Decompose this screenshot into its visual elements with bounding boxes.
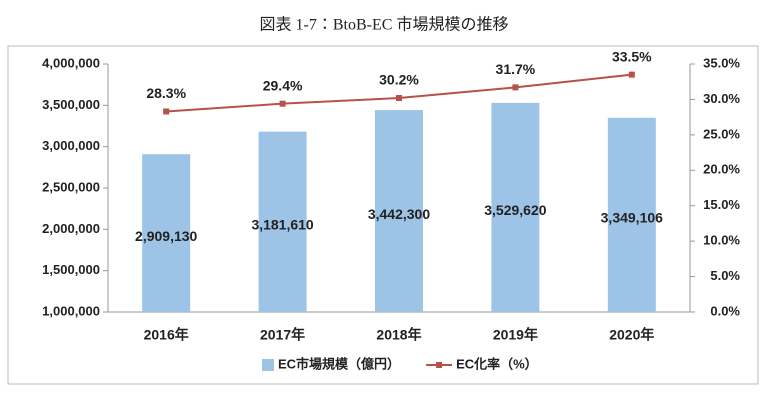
y2-tick-label: 0.0%: [710, 303, 740, 318]
legend-label: EC化率（%）: [456, 356, 538, 371]
line-marker: [279, 100, 286, 107]
y2-tick-label: 20.0%: [703, 162, 740, 177]
x-tick-label: 2016年: [144, 327, 189, 343]
bar: [142, 154, 191, 312]
y-tick-label: 4,000,000: [42, 55, 100, 70]
y-tick-label: 3,500,000: [42, 97, 100, 112]
x-tick-label: 2018年: [376, 327, 421, 343]
line-value-label: 33.5%: [612, 48, 652, 64]
line-value-label: 29.4%: [263, 77, 303, 93]
line-marker: [396, 95, 402, 102]
y2-tick-label: 5.0%: [710, 268, 740, 283]
y2-tick-label: 10.0%: [703, 233, 740, 248]
chart-frame: [7, 45, 759, 385]
y2-tick-label: 35.0%: [703, 55, 740, 70]
y-tick-label: 1,500,000: [42, 262, 100, 277]
x-tick-label: 2019年: [493, 327, 538, 343]
x-tick-label: 2017年: [260, 327, 305, 343]
legend-swatch: [262, 359, 274, 371]
x-tick-label: 2020年: [609, 327, 654, 343]
y-tick-label: 2,500,000: [42, 179, 100, 194]
y-tick-label: 2,000,000: [42, 221, 100, 236]
y-tick-label: 3,000,000: [42, 138, 100, 153]
bar-value-label: 3,442,300: [368, 206, 430, 222]
bar: [607, 117, 656, 312]
y-tick-label: 1,000,000: [42, 303, 100, 318]
bar: [258, 131, 307, 312]
bar-value-label: 3,529,620: [484, 202, 546, 218]
bar-value-label: 2,909,130: [135, 228, 197, 244]
bar: [375, 110, 423, 312]
y2-tick-label: 30.0%: [703, 91, 740, 106]
bar-value-label: 3,181,610: [251, 217, 313, 233]
bar-value-label: 3,349,106: [601, 210, 663, 226]
chart-title: 図表 1-7：BtoB-EC 市場規模の推移: [260, 16, 509, 34]
line-marker: [512, 84, 519, 91]
line-marker: [628, 71, 635, 78]
legend-label: EC市場規模（億円）: [278, 356, 400, 371]
line-value-label: 31.7%: [496, 61, 536, 77]
line-value-label: 30.2%: [379, 72, 419, 88]
bar: [491, 102, 540, 312]
line-value-label: 28.3%: [146, 85, 186, 101]
line-marker: [163, 108, 170, 115]
legend-swatch: [436, 362, 443, 368]
y2-tick-label: 15.0%: [703, 197, 740, 212]
y2-tick-label: 25.0%: [703, 126, 740, 141]
